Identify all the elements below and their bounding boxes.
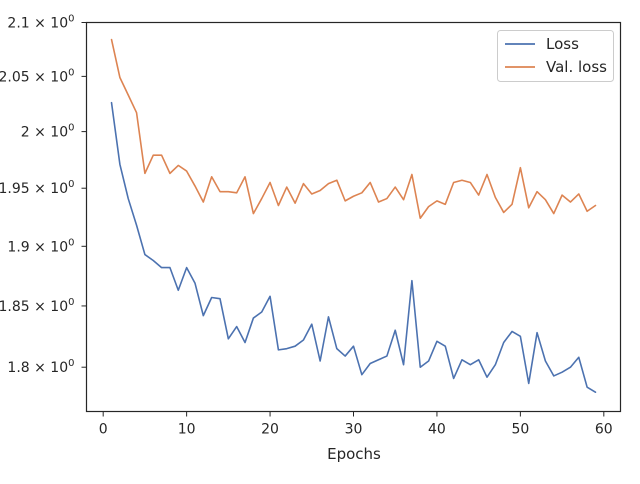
legend-label: Loss — [546, 35, 579, 53]
y-tick-label: 2.1 × 100 — [7, 14, 74, 32]
x-axis-ticks: 0 10 20 30 40 50 60 — [99, 411, 613, 438]
x-axis-label: Epochs — [327, 445, 381, 463]
legend-label: Val. loss — [546, 58, 607, 76]
series-line-loss — [110, 101, 597, 394]
y-tick-label: 1.95 × 100 — [0, 179, 75, 197]
x-tick-label: 40 — [428, 422, 446, 438]
y-tick-exponent: 0 — [68, 179, 74, 190]
x-tick-label: 20 — [261, 422, 279, 438]
series-line-val-loss — [110, 38, 597, 220]
x-tick-label: 0 — [99, 422, 108, 438]
x-tick-label: 30 — [345, 422, 363, 438]
y-tick-exponent: 0 — [68, 297, 74, 308]
legend: Loss Val. loss — [497, 30, 614, 82]
series-layer — [110, 38, 597, 394]
y-tick-exponent: 0 — [68, 123, 74, 134]
x-tick-label: 60 — [595, 422, 613, 438]
y-axis-ticks: 1.8 × 100 1.85 × 100 1.9 × 100 1.95 × 100 2 … — [0, 14, 87, 376]
x-tick-label: 50 — [511, 422, 529, 438]
y-tick-label: 1.9 × 100 — [7, 237, 74, 255]
x-tick-label: 10 — [178, 422, 196, 438]
y-tick-exponent: 0 — [68, 14, 74, 25]
y-tick-label: 2 × 100 — [21, 123, 75, 141]
y-tick-exponent: 0 — [68, 67, 74, 78]
y-tick-exponent: 0 — [68, 358, 74, 369]
y-tick-exponent: 0 — [68, 237, 74, 248]
y-tick-label: 1.85 × 100 — [0, 297, 75, 315]
y-tick-label: 1.8 × 100 — [7, 358, 74, 376]
y-tick-label: 2.05 × 100 — [0, 67, 75, 85]
